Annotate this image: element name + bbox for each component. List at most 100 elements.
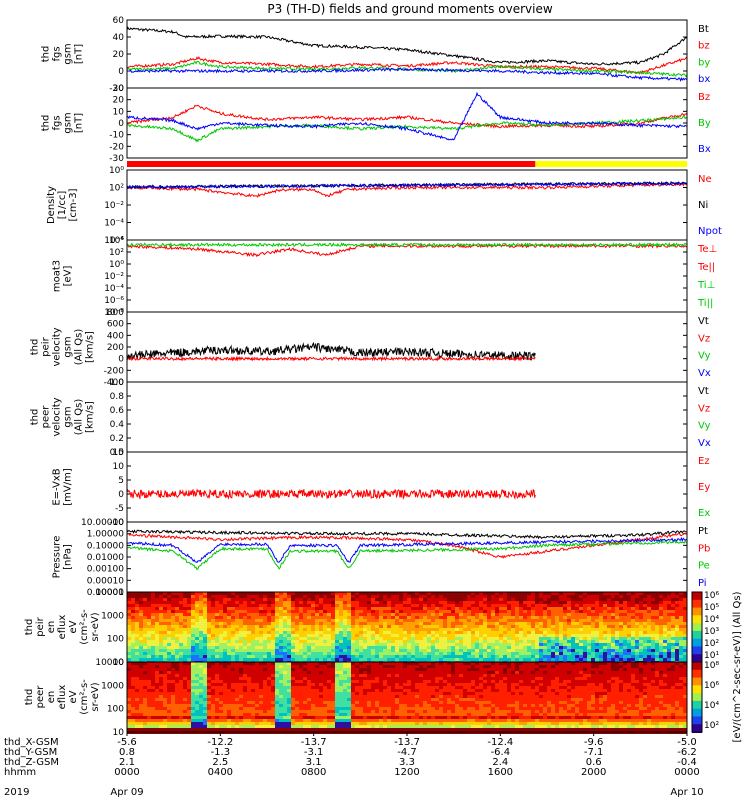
spectrogram-cell: [339, 689, 343, 692]
spectrogram-cell: [619, 610, 623, 613]
spectrogram-cell: [203, 613, 207, 616]
spectrogram-cell: [315, 607, 319, 610]
spectrogram-cell: [243, 619, 247, 622]
spectrogram-cell: [147, 592, 151, 595]
spectrogram-cell: [351, 713, 355, 716]
ylabel-peir_eflux: thdpeirenefluxeV(cm²-s-sr-eV): [24, 609, 101, 645]
spectrogram-cell: [343, 613, 347, 616]
spectrogram-cell: [151, 616, 155, 619]
spectrogram-cell: [395, 595, 399, 598]
spectrogram-cell: [183, 601, 187, 604]
spectrogram-cell: [467, 607, 471, 610]
spectrogram-cell: [215, 674, 219, 677]
spectrogram-cell: [299, 631, 303, 634]
spectrogram-cell: [335, 652, 339, 655]
spectrogram-cell: [615, 652, 619, 655]
spectrogram-cell: [207, 610, 211, 613]
spectrogram-cell: [287, 686, 291, 689]
spectrogram-cell: [231, 665, 235, 668]
spectrogram-cell: [391, 613, 395, 616]
spectrogram-cell: [347, 607, 351, 610]
spectrogram-cell: [555, 598, 559, 601]
spectrogram-cell: [167, 692, 171, 695]
spectrogram-cell: [223, 707, 227, 710]
spectrogram-cell: [495, 610, 499, 613]
spectrogram-cell: [527, 607, 531, 610]
spectrogram-cell: [543, 628, 547, 631]
spectrogram-cell: [647, 604, 651, 607]
spectrogram-cell: [263, 674, 267, 677]
spectrogram-cell: [607, 607, 611, 610]
spectrogram-cell: [399, 622, 403, 625]
spectrogram-cell: [367, 622, 371, 625]
spectrogram-cell: [347, 625, 351, 628]
ytick-label: -10: [109, 518, 124, 528]
spectrogram-cell: [391, 652, 395, 655]
spectrogram-cell: [627, 658, 631, 661]
legend-label: Pt: [698, 526, 708, 537]
spectrogram-cell: [471, 658, 475, 661]
spectrogram-cell: [599, 628, 603, 631]
spectrogram-cell: [359, 601, 363, 604]
spectrogram-cell: [603, 595, 607, 598]
spectrogram-cell: [515, 646, 519, 649]
spectrogram-cell: [639, 622, 643, 625]
spectrogram-cell: [315, 695, 319, 698]
spectrogram-cell: [167, 649, 171, 652]
spectrogram-cell: [135, 631, 139, 634]
spectrogram-cell: [375, 595, 379, 598]
spectrogram-cell: [407, 628, 411, 631]
spectrogram-cell: [295, 689, 299, 692]
spectrogram-cell: [299, 728, 303, 731]
spectrogram-cell: [219, 701, 223, 704]
ytick-label: 600: [107, 320, 124, 330]
spectrogram-cell: [663, 607, 667, 610]
spectrogram-cell: [351, 716, 355, 719]
spectrogram-cell: [531, 622, 535, 625]
spectrogram-cell: [323, 613, 327, 616]
spectrogram-cell: [179, 704, 183, 707]
spectrogram-cell: [627, 643, 631, 646]
spectrogram-cell: [431, 613, 435, 616]
spectrogram-cell: [279, 625, 283, 628]
spectrogram-cell: [283, 652, 287, 655]
spectrogram-cell: [515, 643, 519, 646]
spectrogram-cell: [611, 619, 615, 622]
spectrogram-cell: [635, 646, 639, 649]
spectrogram-cell: [543, 643, 547, 646]
spectrogram-cell: [255, 592, 259, 595]
spectrogram-cell: [327, 662, 331, 665]
spectrogram-cell: [607, 646, 611, 649]
legend-label: Vx: [698, 368, 711, 379]
spectrogram-cell: [327, 652, 331, 655]
spectrogram-cell: [183, 683, 187, 686]
spectrogram-cell: [551, 607, 555, 610]
spectrogram-cell: [175, 704, 179, 707]
spectrogram-cell: [219, 719, 223, 722]
spectrogram-cell: [263, 701, 267, 704]
legend-label: Vx: [698, 438, 711, 449]
spectrogram-cell: [191, 719, 195, 722]
spectrogram-cell: [595, 607, 599, 610]
spectrogram-cell: [291, 695, 295, 698]
spectrogram-cell: [247, 655, 251, 658]
spectrogram-cell: [311, 662, 315, 665]
spectrogram-cell: [331, 695, 335, 698]
spectrogram-cell: [151, 701, 155, 704]
spectrogram-cell: [603, 643, 607, 646]
spectrogram-cell: [591, 658, 595, 661]
spectrogram-cell: [279, 640, 283, 643]
spectrogram-cell: [511, 598, 515, 601]
spectrogram-cell: [495, 646, 499, 649]
spectrogram-cell: [187, 722, 191, 725]
spectrogram-cell: [299, 674, 303, 677]
spectrogram-cell: [211, 616, 215, 619]
spectrogram-cell: [523, 622, 527, 625]
spectrogram-cell: [183, 719, 187, 722]
spectrogram-cell: [523, 652, 527, 655]
spectrogram-cell: [275, 692, 279, 695]
spectrogram-cell: [259, 616, 263, 619]
spectrogram-cell: [319, 719, 323, 722]
spectrogram-cell: [359, 616, 363, 619]
spectrogram-cell: [267, 637, 271, 640]
